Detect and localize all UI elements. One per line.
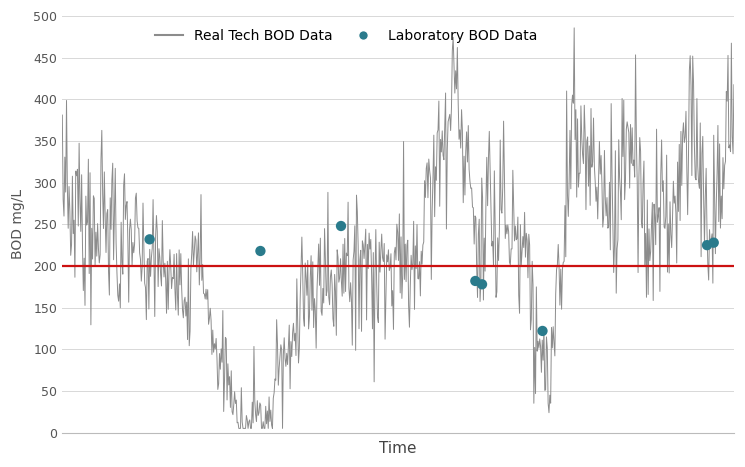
Point	[144, 235, 156, 243]
X-axis label: Time: Time	[379, 441, 417, 456]
Point	[701, 241, 713, 249]
Y-axis label: BOD mg/L: BOD mg/L	[11, 189, 25, 259]
Point	[255, 247, 267, 255]
Point	[536, 327, 548, 335]
Point	[469, 277, 481, 285]
Point	[335, 222, 347, 230]
Point	[708, 239, 720, 247]
Point	[476, 281, 488, 288]
Legend: Real Tech BOD Data, Laboratory BOD Data: Real Tech BOD Data, Laboratory BOD Data	[150, 23, 543, 48]
